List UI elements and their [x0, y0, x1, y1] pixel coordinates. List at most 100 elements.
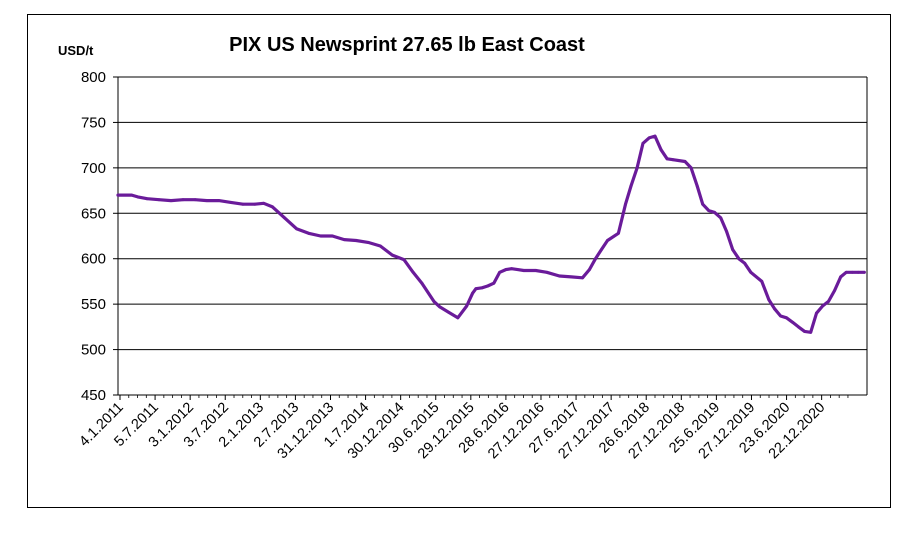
data-point [588, 268, 591, 271]
data-point [827, 300, 830, 303]
data-point [510, 267, 513, 271]
y-tick-label: 650 [81, 205, 106, 222]
data-point [707, 209, 711, 213]
data-point [145, 197, 149, 201]
data-point [271, 205, 274, 209]
data-point [307, 231, 310, 235]
data-point [402, 258, 406, 261]
data-point [629, 184, 633, 188]
data-point [581, 276, 584, 280]
data-point [498, 270, 502, 274]
data-point [850, 270, 854, 274]
y-tick-label: 600 [81, 251, 106, 268]
data-point [465, 304, 469, 308]
data-point [815, 311, 818, 315]
data-point [671, 158, 675, 162]
data-point [713, 211, 716, 214]
data-point [701, 202, 705, 206]
series-layer [116, 134, 866, 334]
data-point [856, 270, 860, 274]
data-point [844, 270, 848, 274]
data-point [833, 289, 836, 292]
grid-lines [118, 76, 867, 351]
data-point [725, 230, 728, 233]
data-point [471, 291, 474, 295]
data-point [534, 269, 538, 272]
data-point [594, 257, 597, 261]
data-point [516, 268, 520, 271]
data-point [743, 261, 747, 265]
data-point [486, 284, 490, 288]
data-point [695, 184, 699, 188]
data-point [809, 330, 813, 334]
data-point [606, 239, 609, 242]
chart-title: PIX US Newsprint 27.65 lb East Coast [229, 34, 585, 56]
data-point [331, 234, 334, 238]
data-point [797, 325, 800, 329]
data-point [647, 136, 651, 140]
data-point [641, 141, 645, 145]
y-tick-label: 800 [81, 69, 106, 86]
data-point [217, 199, 221, 203]
data-point [558, 274, 561, 278]
data-point [342, 238, 346, 242]
data-point [319, 234, 322, 238]
data-point [136, 195, 140, 199]
data-point [456, 316, 460, 320]
data-point [492, 281, 496, 285]
data-point [378, 244, 382, 248]
data-point [411, 270, 415, 274]
data-point [683, 160, 687, 163]
data-point [569, 275, 573, 279]
data-point [181, 198, 185, 202]
data-point [659, 148, 663, 152]
y-axis: 450 500 550 600 650 700 750 800 [81, 69, 868, 404]
data-point [438, 305, 442, 309]
y-tick-label: 550 [81, 296, 106, 313]
data-point [737, 257, 741, 261]
data-point [229, 201, 233, 204]
data-point [719, 216, 723, 220]
data-point [821, 304, 824, 308]
x-axis: 4.1.20115.7.20113.1.20123.7.20122.1.2013… [76, 394, 867, 462]
data-point [354, 239, 358, 242]
data-point [116, 193, 120, 197]
data-point [760, 280, 764, 283]
y-tick-label: 500 [81, 342, 106, 359]
y-tick-label: 700 [81, 160, 106, 177]
data-point [474, 287, 478, 291]
y-tick-label: 750 [81, 114, 106, 131]
data-point [241, 202, 245, 206]
series-line [116, 134, 866, 334]
data-point [169, 199, 173, 203]
data-point [635, 166, 639, 170]
data-point [262, 201, 266, 205]
data-point [205, 199, 209, 203]
data-point [545, 270, 549, 274]
data-point [600, 248, 603, 252]
data-point [653, 134, 657, 138]
data-point [504, 268, 508, 271]
data-point [803, 330, 806, 333]
data-point [665, 157, 669, 161]
data-point [130, 193, 134, 197]
y-tick-label: 450 [81, 387, 106, 404]
data-point [447, 310, 450, 314]
data-point [839, 275, 843, 279]
data-point [193, 198, 197, 202]
y-axis-unit-label: USD/t [58, 43, 94, 58]
data-point [390, 253, 394, 257]
data-point [283, 216, 286, 220]
data-point [773, 307, 776, 311]
data-point [624, 202, 627, 206]
data-point [432, 300, 436, 303]
data-point [767, 298, 771, 301]
data-point [749, 270, 753, 274]
data-point [295, 227, 298, 231]
data-point [785, 316, 788, 320]
data-point [366, 241, 370, 244]
data-point [480, 286, 484, 290]
data-point [862, 270, 866, 274]
data-point [779, 314, 782, 318]
